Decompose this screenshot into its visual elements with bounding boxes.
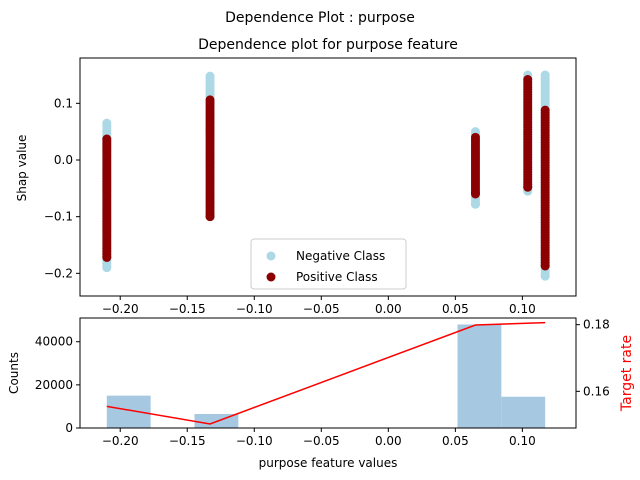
histogram-bar (501, 396, 546, 428)
top-x-tick-label: −0.20 (102, 302, 139, 316)
legend-marker-positive-class (266, 272, 276, 282)
bottom-y2-tick-label: 0.18 (583, 318, 610, 332)
top-y-tick-label: 0.1 (54, 96, 73, 110)
bottom-y-tick-label: 0 (65, 421, 73, 435)
top-x-tick-label: −0.15 (169, 302, 206, 316)
bottom-plot-area: −0.20 −0.15 −0.10 −0.05 0.00 0.05 0.10 0 20000 40… (35, 317, 610, 448)
target-rate-line (106, 321, 546, 425)
scatter-point (102, 263, 112, 273)
legend-marker-negative-class (266, 251, 276, 261)
scatter-point (470, 189, 480, 199)
figure-suptitle: Dependence Plot : purpose (225, 10, 415, 26)
top-x-tick-label: 0.00 (375, 302, 402, 316)
bottom-x-axis-label: purpose feature values (259, 456, 398, 470)
bottom-x-tick-label: −0.15 (169, 434, 206, 448)
bottom-right-axis-label: Target rate (619, 335, 635, 412)
scatter-point (470, 199, 480, 209)
top-y-axis-label: Shap value (15, 135, 29, 202)
bottom-y2-tick-label: 0.16 (583, 384, 610, 398)
top-chart-title: Dependence plot for purpose feature (198, 37, 458, 53)
scatter-point (540, 261, 550, 271)
bottom-x-tick-label: −0.05 (303, 434, 340, 448)
top-y-tick-label: 0.0 (54, 153, 73, 167)
series-positive-class-points (102, 75, 550, 271)
top-y-tick-label: −0.2 (44, 266, 73, 280)
bottom-x-tick-label: 0.05 (442, 434, 469, 448)
top-x-tick-label: 0.05 (442, 302, 469, 316)
bottom-x-tick-label: 0.10 (509, 434, 536, 448)
scatter-point (102, 252, 112, 262)
histogram-bar (106, 395, 151, 428)
top-plot-area: −0.20 −0.15 −0.10 −0.05 0.00 0.05 0.10 −0.2 −0.1… (44, 57, 577, 316)
bottom-x-tick-label: 0.00 (375, 434, 402, 448)
bottom-x-tick-label: −0.10 (236, 434, 273, 448)
bottom-x-tick-label: −0.20 (102, 434, 139, 448)
top-y-tick-label: −0.1 (44, 210, 73, 224)
bottom-plot-frame (79, 317, 577, 429)
histogram-bars (106, 324, 546, 428)
legend-label-positive-class: Positive Class (296, 270, 378, 284)
bottom-y-tick-label: 40000 (35, 335, 73, 349)
scatter-point (205, 212, 215, 222)
legend: Negative Class Positive Class (250, 238, 407, 290)
legend-label-negative-class: Negative Class (296, 249, 385, 263)
legend-box (250, 238, 407, 290)
bottom-y-tick-label: 20000 (35, 378, 73, 392)
top-plot-frame (79, 57, 577, 297)
top-x-tick-label: −0.10 (236, 302, 273, 316)
bottom-y-axis-label: Counts (7, 352, 21, 394)
top-x-tick-label: −0.05 (303, 302, 340, 316)
histogram-bar (457, 324, 502, 428)
top-x-tick-label: 0.10 (509, 302, 536, 316)
scatter-point (523, 182, 533, 192)
scatter-point (540, 271, 550, 281)
